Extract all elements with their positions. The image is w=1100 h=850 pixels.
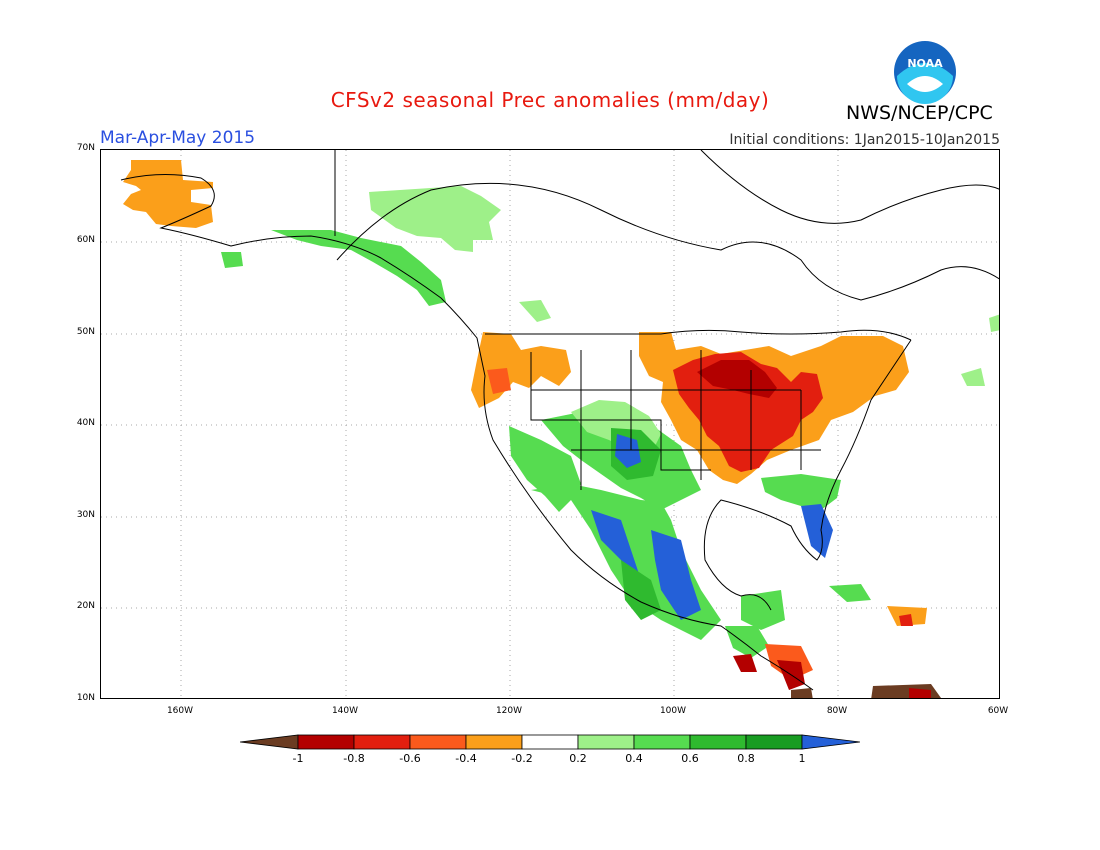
colorbar-tick-label: 0.2 [569,752,587,765]
map-panel [100,149,1000,699]
lon-label: 80W [826,706,848,716]
colorbar-segment [577,734,635,750]
colorbar-segment [633,734,691,750]
lon-label: 160W [166,706,194,716]
colorbar-tick-label: 1 [798,752,806,765]
lat-label: 10N [76,693,95,703]
colorbar-tick-label: -0.4 [455,752,477,765]
season-label: Mar-Apr-May 2015 [100,128,256,148]
anomaly-shading [123,160,999,698]
colorbar-tick-label: 0.6 [681,752,699,765]
colorbar-segment [745,734,803,750]
lon-label: 120W [495,706,523,716]
lat-label: 50N [76,327,95,337]
lon-label: 140W [331,706,359,716]
colorbar-segment [297,734,355,750]
noaa-logo-icon: NOAA [894,41,956,104]
colorbar-right-arrow [801,734,860,750]
initial-conditions-label: Initial conditions: 1Jan2015-10Jan2015 [729,132,1000,148]
lat-label: 70N [76,143,95,153]
chart-title: CFSv2 seasonal Prec anomalies (mm/day) [330,88,770,112]
colorbar [240,734,860,750]
colorbar-segment [353,734,411,750]
lat-label: 40N [76,418,95,428]
lat-label: 20N [76,601,95,611]
colorbar-segment [465,734,523,750]
lon-label: 100W [659,706,687,716]
lat-label: 30N [76,510,95,520]
colorbar-tick-label: -0.2 [511,752,533,765]
colorbar-segment [521,734,579,750]
colorbar-tick-label: -1 [292,752,304,765]
anomaly-map [101,150,999,698]
lat-label: 60N [76,235,95,245]
colorbar-tick-label: -0.6 [399,752,421,765]
noaa-logo-text: NOAA [907,57,943,70]
colorbar-tick-label: -0.8 [343,752,365,765]
colorbar-tick-label: 0.8 [737,752,755,765]
colorbar-left-arrow [240,734,299,750]
lon-label: 60W [987,706,1009,716]
agency-label: NWS/NCEP/CPC [846,102,993,124]
coastlines [120,150,999,691]
colorbar-segment [689,734,747,750]
colorbar-segment [409,734,467,750]
colorbar-tick-label: 0.4 [625,752,643,765]
